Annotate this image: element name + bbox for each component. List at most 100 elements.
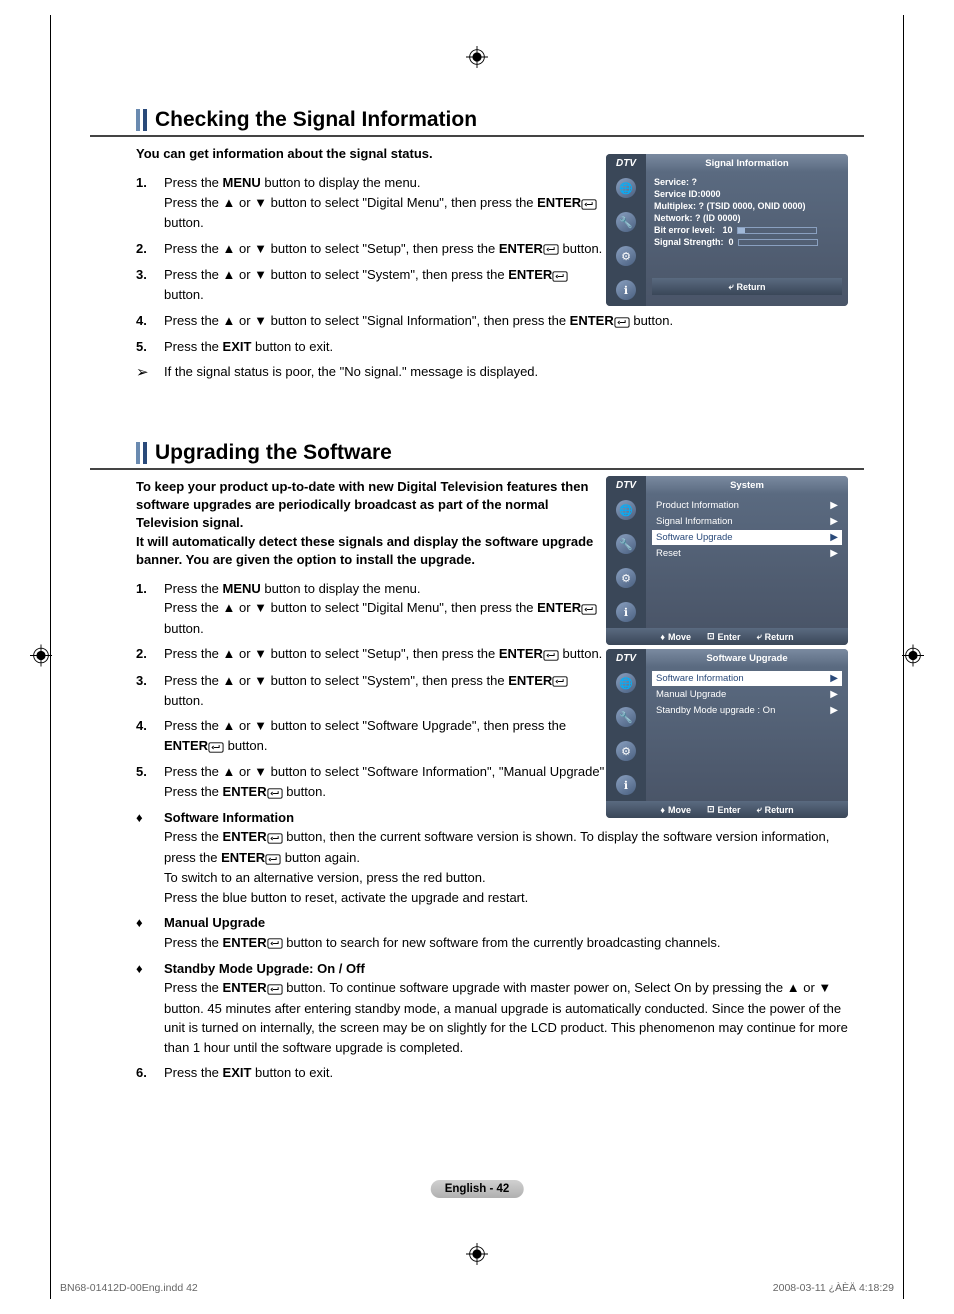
manual-page: Checking the Signal Information You can … [0, 0, 954, 1314]
chevron-right-icon: ▶ [830, 548, 838, 559]
gear-icon: ⚙ [616, 246, 636, 266]
sub-body: Standby Mode Upgrade: On / OffPress the … [164, 959, 864, 1057]
enter-hint: ⊡ Enter [707, 631, 741, 642]
osd-item-label: Product Information [656, 500, 739, 511]
osd-footer: ♦ Move ⊡ Enter ⤶ Return [606, 628, 848, 645]
bullet-icon: ♦ [136, 913, 164, 953]
step-number: 4. [136, 716, 164, 756]
osd-line: Signal Strength: 0 [652, 236, 842, 248]
bullet-icon: ♦ [136, 808, 164, 907]
step-text: Press the ▲ or ▼ button to select "Signa… [164, 311, 864, 331]
enter-icon [552, 266, 568, 286]
step-number: 5. [136, 337, 164, 357]
enter-icon [267, 828, 283, 848]
globe-icon: 🌐 [616, 178, 636, 198]
sub-title: Software Information [164, 810, 294, 825]
osd-line: Multiplex: ? (TSID 0000, ONID 0000) [652, 200, 842, 212]
osd-menu-item: Product Information ▶ [652, 498, 842, 513]
globe-icon: 🌐 [616, 673, 636, 693]
step-text: Press the ▲ or ▼ button to select "Setup… [164, 239, 604, 259]
chevron-right-icon: ▶ [830, 689, 838, 700]
osd-sidebar-icons: 🌐 🔧 ⚙ ℹ [606, 494, 646, 628]
osd-menu-item: Software Information ▶ [652, 671, 842, 686]
step-text: Press the EXIT button to exit. [164, 337, 864, 357]
return-hint: ⤶ Return [757, 804, 794, 815]
osd-title: Software Upgrade [646, 649, 848, 667]
section-intro: To keep your product up-to-date with new… [136, 478, 604, 569]
registration-mark-right [902, 645, 924, 670]
osd-line: Service: ? [652, 176, 842, 188]
step-number: 2. [136, 644, 164, 664]
gear-icon: ⚙ [616, 568, 636, 588]
enter-icon [267, 933, 283, 953]
footer-timestamp: 2008-03-11 ¿ÀÈÄ 4:18:29 [773, 1282, 894, 1294]
osd-content: Product Information▶Signal Information▶S… [646, 494, 848, 628]
signal-strength-bar [738, 239, 818, 246]
osd-menu-item: Standby Mode upgrade : On▶ [652, 703, 842, 718]
info-icon: ℹ [616, 775, 636, 795]
section-header: Upgrading the Software [90, 441, 864, 470]
osd-line: Bit error level: 10 [652, 224, 842, 236]
step-number: 4. [136, 311, 164, 331]
osd-title: System [646, 476, 848, 494]
chevron-right-icon: ▶ [830, 673, 838, 684]
enter-icon [265, 849, 281, 869]
step-text: Press the MENU button to display the men… [164, 173, 604, 232]
section-title: Checking the Signal Information [155, 108, 477, 132]
chevron-right-icon: ▶ [830, 532, 838, 543]
enter-icon [581, 194, 597, 214]
tool-icon: 🔧 [616, 534, 636, 554]
steps-list-cont: 6.Press the EXIT button to exit. [136, 1063, 864, 1083]
step-number: 2. [136, 239, 164, 259]
osd-item-label: Reset [656, 548, 681, 559]
enter-icon [581, 599, 597, 619]
enter-icon [543, 239, 559, 259]
section-intro: You can get information about the signal… [136, 145, 604, 163]
osd-footer: ⤶ Return [652, 278, 842, 295]
move-hint: ♦ Move [660, 631, 691, 642]
chevron-right-icon: ▶ [830, 500, 838, 511]
enter-icon [614, 311, 630, 331]
note-arrow-icon: ➢ [136, 362, 164, 385]
registration-mark-bottom [466, 1243, 488, 1268]
step-text: Press the ▲ or ▼ button to select "Syste… [164, 265, 604, 305]
header-bars-icon [136, 109, 147, 131]
osd-content: Service: ? Service ID:0000 Multiplex: ? … [646, 172, 848, 306]
gear-icon: ⚙ [616, 741, 636, 761]
header-bars-icon [136, 442, 147, 464]
osd-line: Network: ? (ID 0000) [652, 212, 842, 224]
return-hint: ⤶ Return [757, 631, 794, 642]
note-row: ➢ If the signal status is poor, the "No … [136, 362, 864, 385]
chevron-right-icon: ▶ [830, 516, 838, 527]
step-text: Press the ▲ or ▼ button to select "Softw… [164, 716, 604, 756]
tool-icon: 🔧 [616, 212, 636, 232]
section-header: Checking the Signal Information [90, 108, 864, 137]
registration-mark-top [466, 46, 488, 71]
osd-system: DTV System 🌐 🔧 ⚙ ℹ Product Information▶S… [606, 476, 848, 645]
note-text: If the signal status is poor, the "No si… [164, 362, 538, 382]
osd-item-label: Manual Upgrade [656, 689, 726, 700]
step-number: 3. [136, 671, 164, 711]
osd-menu-item: Software Upgrade▶ [652, 530, 842, 545]
page-number-badge: English - 42 [431, 1180, 524, 1198]
osd-content: Software Information ▶ Manual Upgrade ▶ Stan… [646, 667, 848, 801]
enter-icon [267, 979, 283, 999]
enter-hint: ⊡ Enter [707, 804, 741, 815]
osd-software-upgrade: DTV Software Upgrade 🌐 🔧 ⚙ ℹ Software In… [606, 649, 848, 818]
sub-items: ♦Software InformationPress the ENTER but… [136, 808, 864, 1057]
tool-icon: 🔧 [616, 707, 636, 727]
osd-footer: ♦ Move ⊡ Enter ⤶ Return [606, 801, 848, 818]
osd-menu-item: Reset ▶ [652, 546, 842, 561]
osd-dtv-badge: DTV [606, 154, 646, 172]
footer-filename: BN68-01412D-00Eng.indd 42 [60, 1282, 198, 1294]
sub-body: Software InformationPress the ENTER butt… [164, 808, 864, 907]
step-number: 6. [136, 1063, 164, 1083]
osd-menu-item: Manual Upgrade ▶ [652, 687, 842, 702]
enter-icon [267, 782, 283, 802]
sub-title: Standby Mode Upgrade: On / Off [164, 961, 365, 976]
osd-dtv-badge: DTV [606, 476, 646, 494]
step-text: Press the ▲ or ▼ button to select "Syste… [164, 671, 604, 711]
osd-signal-info: DTV Signal Information 🌐 🔧 ⚙ ℹ Service: … [606, 154, 848, 306]
return-hint: ⤶ Return [728, 281, 765, 292]
osd-item-label: Software Information [656, 673, 744, 684]
